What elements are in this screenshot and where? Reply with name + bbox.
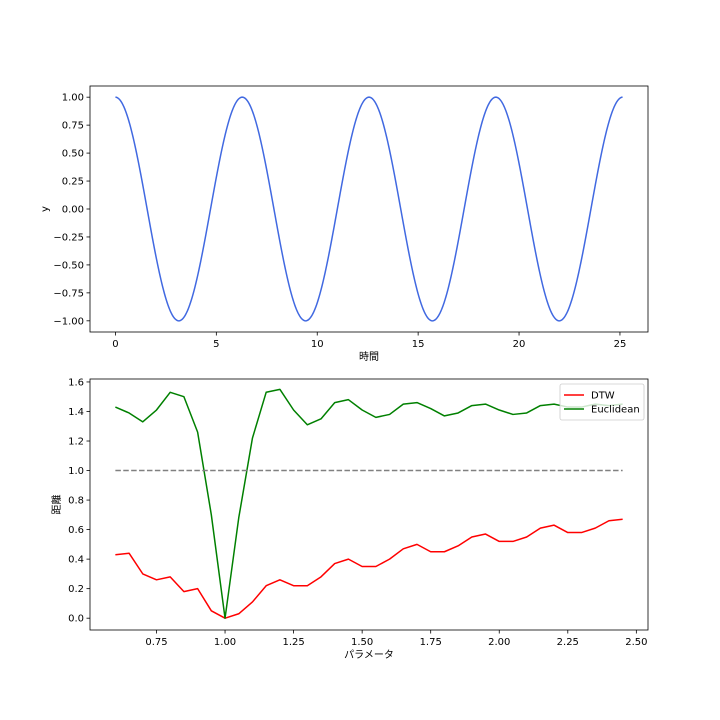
y-tick-label: 0.25	[62, 177, 84, 188]
y-tick-label: 0.75	[62, 121, 84, 132]
axes-frame	[89, 85, 649, 333]
y-tick-label: 0.4	[68, 555, 84, 566]
x-tick-label: 2.25	[557, 637, 579, 648]
x-tick-label: 1.25	[282, 637, 304, 648]
x-tick-label: 2.50	[625, 637, 647, 648]
x-tick-label: 5	[213, 339, 219, 350]
y-axis-label: 距離	[50, 495, 63, 515]
y-tick-label: 0.8	[68, 496, 84, 507]
y-tick-label: 0.00	[62, 205, 84, 216]
x-tick-label: 1.75	[420, 637, 442, 648]
legend-box	[559, 383, 645, 421]
legend: DTW Euclidean	[559, 383, 645, 421]
y-tick-label: 1.00	[62, 93, 84, 104]
y-tick-label: 1.0	[68, 466, 84, 477]
axes-frame	[89, 378, 649, 631]
dtw-line	[115, 518, 623, 619]
y-axis-label: y	[40, 206, 51, 212]
euclidean-line	[115, 388, 623, 619]
x-tick-label: 2.00	[488, 637, 510, 648]
x-tick-label: 1.00	[214, 637, 236, 648]
y-tick-label: −0.75	[53, 288, 84, 299]
x-tick-label: 0	[112, 339, 118, 350]
x-tick-label: 25	[614, 339, 627, 350]
y-tick-label: 1.4	[68, 407, 84, 418]
y-tick-label: 0.50	[62, 149, 84, 160]
bottom-axes-distance: 0.75 1.00 1.25 1.50 1.75 2.00 2.25 2.50 0.0 0.2 0.…	[50, 377, 649, 661]
y-tick-label: 0.6	[68, 525, 84, 536]
y-tick-label: −0.25	[53, 232, 84, 243]
legend-label-euclidean: Euclidean	[591, 405, 640, 416]
x-axis-label: パラメータ	[344, 649, 394, 661]
x-tick-label: 1.50	[351, 637, 373, 648]
x-tick-label: 10	[311, 339, 324, 350]
x-tick-label: 0.75	[145, 637, 167, 648]
y-tick-label: 0.0	[68, 614, 84, 625]
cosine-line	[115, 96, 623, 322]
x-tick-label: 20	[513, 339, 526, 350]
y-tick-label: 0.2	[68, 584, 84, 595]
y-tick-label: 1.2	[68, 437, 84, 448]
x-tick-label: 15	[412, 339, 425, 350]
y-tick-label: 1.6	[68, 377, 84, 388]
x-axis-label: 時間	[359, 351, 379, 363]
top-axes-cosine: 0 5 10 15 20 25 −1.00 −0.75 −0.50 −0.25 0.00 0.25 0.…	[40, 85, 649, 363]
legend-label-dtw: DTW	[591, 391, 615, 402]
y-tick-label: −0.50	[53, 260, 84, 271]
y-tick-label: −1.00	[53, 316, 84, 327]
